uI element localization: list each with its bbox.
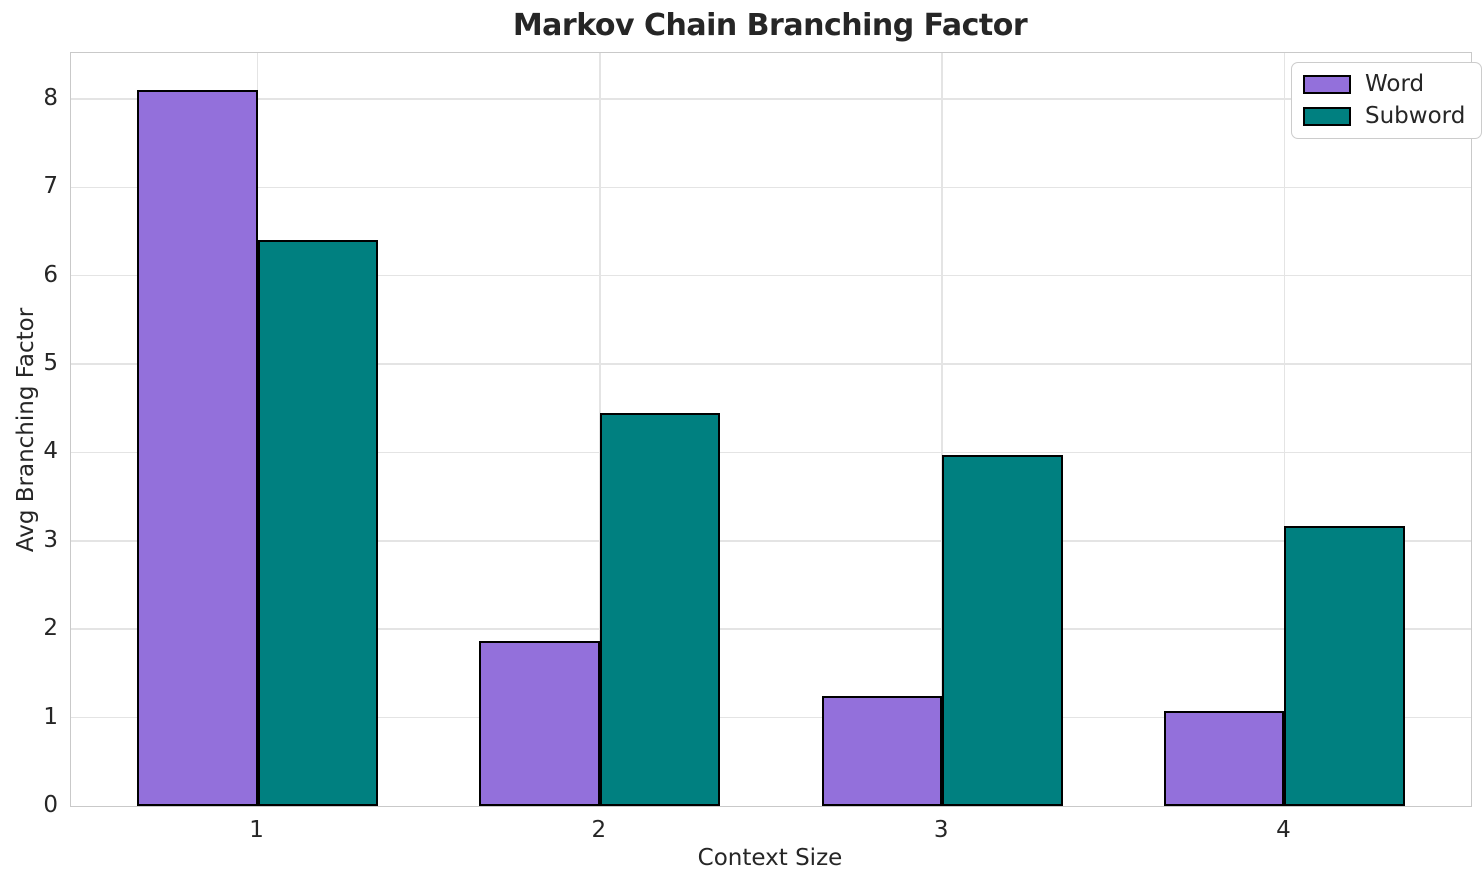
gridline-y-6 <box>71 274 1471 277</box>
ytick-label-3: 3 <box>43 526 58 553</box>
y-axis-label: Avg Branching Factor <box>13 307 39 553</box>
plot-area <box>70 52 1472 807</box>
ytick-label-7: 7 <box>43 173 58 200</box>
legend-swatch-subword <box>1303 107 1351 126</box>
bar-word-1 <box>137 90 258 806</box>
ytick-label-4: 4 <box>43 438 58 465</box>
gridline-x-4 <box>1283 53 1286 806</box>
gridline-y-1 <box>71 716 1471 719</box>
ytick-label-5: 5 <box>43 350 58 377</box>
legend: Word Subword <box>1291 62 1483 139</box>
gridline-y-7 <box>71 186 1471 189</box>
legend-item-subword: Subword <box>1303 104 1465 129</box>
x-axis-label: Context Size <box>697 845 843 871</box>
ytick-label-1: 1 <box>43 703 58 730</box>
ytick-label-8: 8 <box>43 84 58 111</box>
xtick-label-2: 2 <box>591 817 607 843</box>
bar-subword-4 <box>1284 525 1405 806</box>
bar-subword-2 <box>599 412 721 806</box>
bar-word-2 <box>479 640 600 806</box>
ytick-label-6: 6 <box>43 261 58 288</box>
xtick-label-1: 1 <box>249 817 264 843</box>
bar-word-4 <box>1163 710 1285 806</box>
gridline-y-4 <box>71 451 1471 454</box>
gridline-y-8 <box>71 98 1471 100</box>
ytick-label-0: 0 <box>43 792 58 818</box>
bar-subword-3 <box>942 455 1063 806</box>
ytick-label-2: 2 <box>43 615 58 642</box>
chart-title: Markov Chain Branching Factor <box>512 8 1028 43</box>
gridline-x-3 <box>941 53 943 806</box>
xtick-label-4: 4 <box>1276 817 1291 843</box>
legend-label-word: Word <box>1365 71 1425 97</box>
bar-word-3 <box>821 696 943 806</box>
gridline-y-2 <box>71 628 1471 630</box>
gridline-y-5 <box>71 363 1471 365</box>
bar-subword-1 <box>257 240 379 806</box>
legend-swatch-word <box>1303 75 1351 94</box>
xtick-label-3: 3 <box>933 817 949 843</box>
legend-label-subword: Subword <box>1365 103 1466 129</box>
legend-item-word: Word <box>1303 72 1465 97</box>
gridline-y-3 <box>71 540 1471 542</box>
